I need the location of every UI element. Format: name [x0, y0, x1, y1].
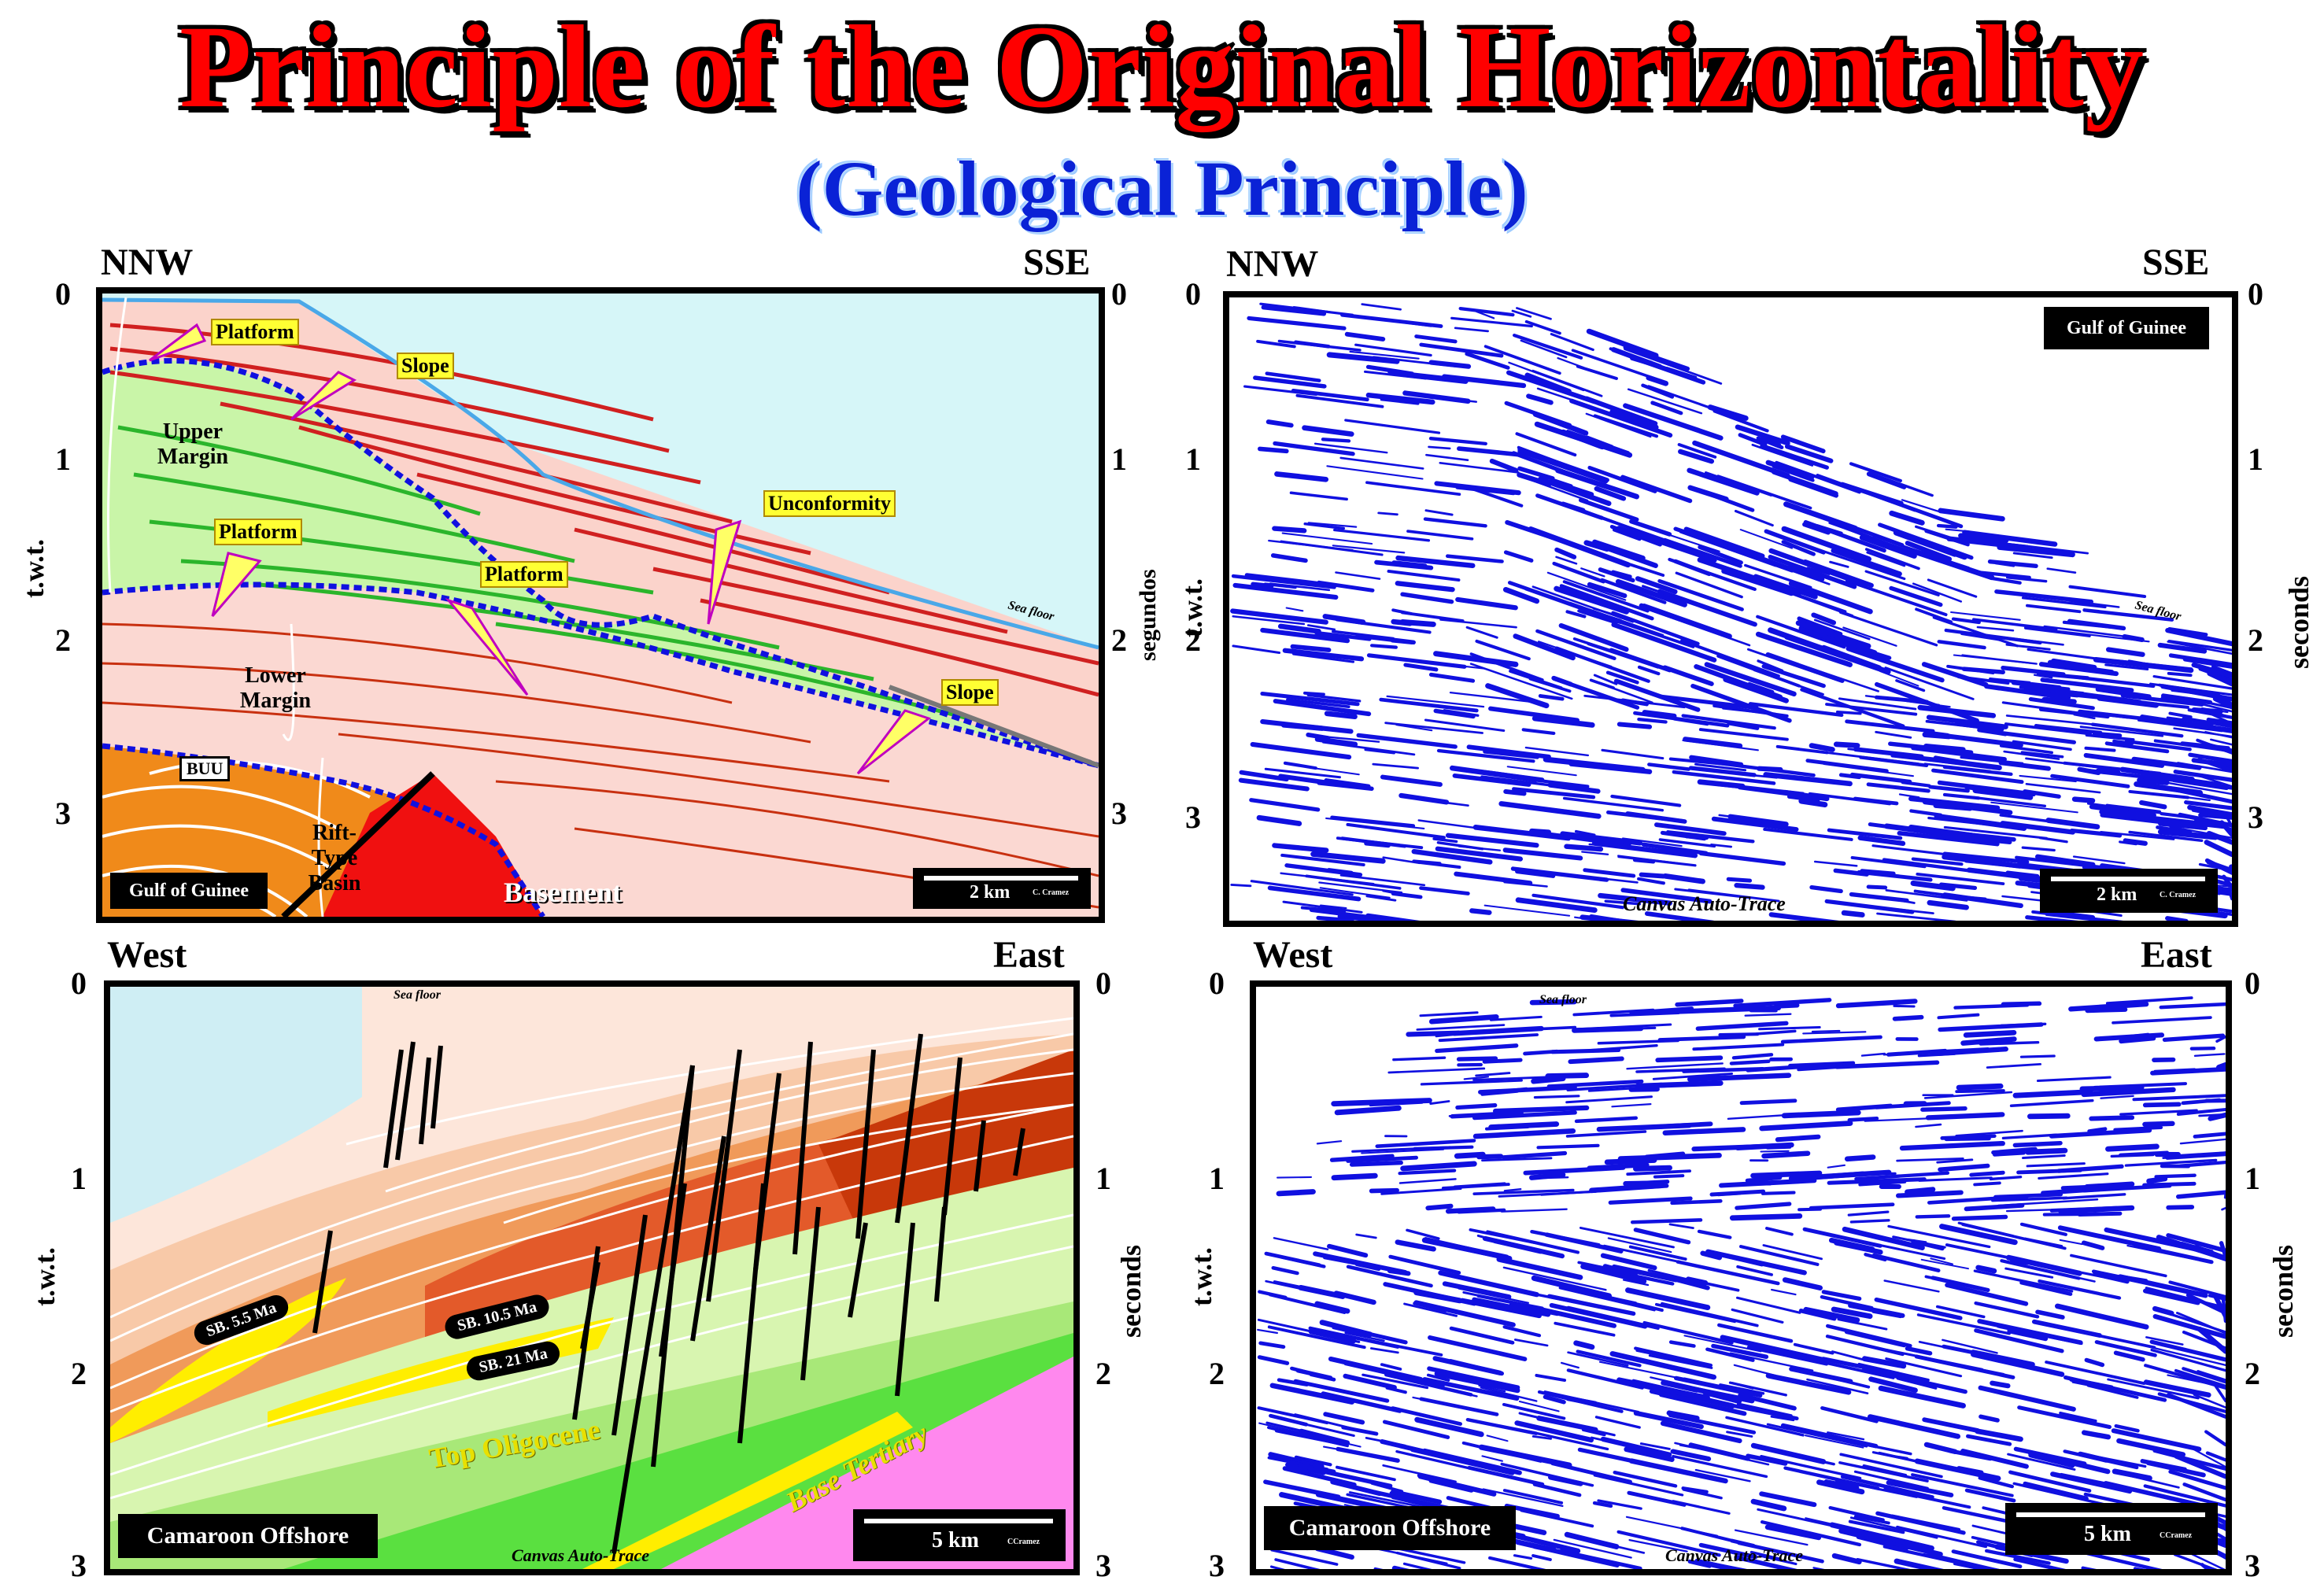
tr-tick-right-2: 2 [2248, 622, 2263, 659]
tr-tick-right-0: 0 [2248, 275, 2263, 312]
bl-interpretation-panel: SB. 5.5 Ma SB. 10.5 Ma SB. 21 Ma Top Oli… [104, 980, 1080, 1575]
bl-tick-right-0: 0 [1095, 965, 1111, 1002]
br-left-direction: West [1253, 933, 1332, 977]
tl-callout-platform-2: Platform [214, 519, 302, 545]
bl-tick-right-1: 1 [1095, 1160, 1111, 1197]
bl-scale-bar [864, 1519, 1053, 1523]
br-scale-bar [2016, 1512, 2205, 1517]
tl-tick-right-0: 0 [1111, 275, 1127, 312]
tl-note-rift-basin: Rift-Type Basin [291, 821, 378, 896]
tr-scale-bar [2051, 877, 2205, 881]
br-sea-floor-label: Sea floor [1539, 993, 1587, 1007]
br-scale-box: 5 km CCramez [2005, 1503, 2218, 1555]
tr-right-direction: SSE [2142, 241, 2209, 284]
br-tick-right-1: 1 [2245, 1160, 2260, 1197]
bl-tick-left-1: 1 [71, 1160, 87, 1197]
tl-callout-unconformity: Unconformity [763, 490, 896, 517]
bl-left-direction: West [107, 933, 187, 977]
bl-scale-label: 5 km [932, 1528, 979, 1553]
tl-tick-left-0: 0 [55, 275, 71, 312]
tr-auto-trace-label: Canvas Auto-Trace [1623, 892, 1786, 916]
tl-callout-platform-3: Platform [480, 561, 568, 588]
bl-right-axis-label: seconds [1114, 1245, 1147, 1338]
tl-tick-left-1: 1 [55, 441, 71, 478]
tr-scale-box: 2 km C. Cramez [2040, 869, 2218, 913]
bl-tick-right-3: 3 [1095, 1547, 1111, 1584]
br-tick-left-0: 0 [1209, 965, 1225, 1002]
tl-right-direction: SSE [1023, 241, 1090, 284]
tl-tick-right-1: 1 [1111, 441, 1127, 478]
tr-credit: C. Cramez [2160, 891, 2196, 899]
page-subtitle: (Geological Principle) [0, 142, 2324, 236]
br-scale-label: 5 km [2084, 1522, 2131, 1547]
tl-tick-left-3: 3 [55, 795, 71, 832]
bl-tick-left-2: 2 [71, 1355, 87, 1392]
bl-tick-left-0: 0 [71, 965, 87, 1002]
tr-tick-left-0: 0 [1185, 275, 1201, 312]
bl-tick-right-2: 2 [1095, 1355, 1111, 1392]
bl-auto-trace-label: Canvas Auto-Trace [512, 1545, 649, 1566]
br-tick-left-1: 1 [1209, 1160, 1225, 1197]
br-tick-right-2: 2 [2245, 1355, 2260, 1392]
br-left-axis-label: t.w.t. [1185, 1247, 1218, 1306]
tr-right-axis-label: seconds [2282, 576, 2315, 669]
tr-tick-right-3: 3 [2248, 799, 2263, 836]
br-seismic-panel: Sea floor Canvas Auto-Trace Camaroon Off… [1250, 980, 2232, 1575]
br-tick-right-3: 3 [2245, 1547, 2260, 1584]
tl-interpretation-drawing [102, 294, 1099, 917]
tl-buu-label: BUU [179, 756, 230, 781]
br-tick-left-2: 2 [1209, 1355, 1225, 1392]
tl-scale-box: 2 km C. Cramez [913, 868, 1091, 909]
tr-tick-left-3: 3 [1185, 799, 1201, 836]
tr-scale-label: 2 km [2097, 884, 2137, 906]
tr-left-direction: NNW [1226, 242, 1318, 286]
tl-callout-slope-2: Slope [941, 679, 999, 706]
tl-note-upper-margin: Upper Margin [146, 419, 240, 470]
page-title: Principle of the Original Horizontality [0, 0, 2324, 134]
tl-tick-right-3: 3 [1111, 795, 1127, 832]
tl-scale-bar [924, 876, 1078, 881]
tr-location-badge: Gulf of Guinee [2044, 307, 2209, 349]
tr-tick-right-1: 1 [2248, 441, 2263, 478]
br-tick-left-3: 3 [1209, 1547, 1225, 1584]
bl-interpretation-drawing [110, 987, 1073, 1569]
tl-basement-label: Basement [504, 876, 622, 909]
bl-tick-left-3: 3 [71, 1547, 87, 1584]
br-right-direction: East [2141, 933, 2212, 977]
bl-left-axis-label: t.w.t. [28, 1247, 61, 1306]
tl-callout-slope-1: Slope [397, 353, 454, 379]
tl-left-direction: NNW [101, 241, 193, 284]
tr-seismic-panel: Sea floor Canvas Auto-Trace Gulf of Guin… [1223, 291, 2238, 927]
br-tick-right-0: 0 [2245, 965, 2260, 1002]
br-right-axis-label: seconds [2267, 1245, 2300, 1338]
tr-seismic-traces [1229, 297, 2232, 921]
bl-right-direction: East [993, 933, 1065, 977]
br-auto-trace-label: Canvas Auto-Trace [1665, 1545, 1803, 1566]
tl-tick-right-2: 2 [1111, 622, 1127, 659]
br-location-badge: Camaroon Offshore [1264, 1506, 1516, 1550]
bl-sea-floor-label: Sea floor [393, 988, 441, 1002]
tl-credit: C. Cramez [1033, 888, 1069, 897]
tl-left-axis-label: t.w.t. [17, 539, 50, 598]
br-seismic-traces [1256, 987, 2226, 1569]
tl-right-axis-label: segundos [1135, 569, 1162, 661]
tl-location-badge: Gulf of Guinee [110, 873, 268, 909]
tl-callout-platform-1: Platform [211, 319, 299, 345]
tl-scale-label: 2 km [970, 882, 1010, 903]
tr-tick-left-1: 1 [1185, 441, 1201, 478]
tr-tick-left-2: 2 [1185, 622, 1201, 659]
bl-credit: CCramez [1007, 1538, 1040, 1546]
tl-interpretation-panel: Platform Slope Platform Platform Unconfo… [96, 287, 1105, 923]
bl-location-badge: Camaroon Offshore [118, 1514, 378, 1558]
tl-note-lower-margin: Lower Margin [228, 663, 323, 714]
br-credit: CCramez [2160, 1531, 2192, 1540]
bl-scale-box: 5 km CCramez [853, 1509, 1066, 1561]
tl-tick-left-2: 2 [55, 622, 71, 659]
